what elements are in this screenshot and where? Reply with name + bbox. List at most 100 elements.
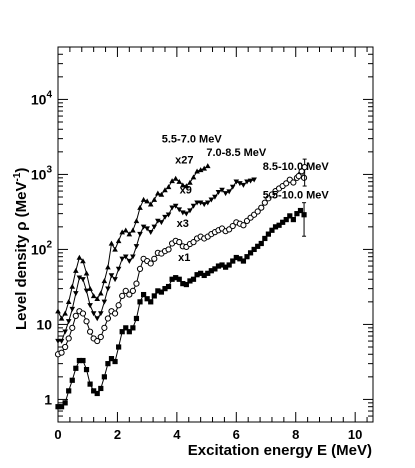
data-point <box>151 196 158 202</box>
data-point <box>169 276 175 282</box>
y-tick-label-exp: 3 <box>46 164 52 175</box>
data-point <box>187 179 193 185</box>
data-point <box>226 189 232 195</box>
data-point <box>55 404 61 410</box>
data-point <box>272 224 279 230</box>
y-tick-label-base: 10 <box>36 316 52 332</box>
series-layer <box>54 158 308 410</box>
data-point <box>283 216 289 223</box>
data-point <box>147 260 154 267</box>
data-point <box>172 175 179 181</box>
data-point <box>173 275 179 281</box>
data-point <box>137 299 143 305</box>
data-point <box>176 178 183 184</box>
data-point <box>201 272 207 279</box>
data-point <box>158 289 165 295</box>
data-point <box>94 337 101 345</box>
data-point <box>130 227 136 233</box>
data-point <box>247 250 254 256</box>
data-point <box>76 357 82 364</box>
data-point <box>66 388 72 394</box>
data-point <box>55 308 61 314</box>
data-point <box>72 312 79 319</box>
data-point <box>183 211 190 217</box>
x-tick-label: 10 <box>348 427 362 442</box>
data-point <box>290 216 296 223</box>
annotation-label: x27 <box>175 154 193 166</box>
data-point <box>65 335 72 342</box>
data-point <box>112 277 118 283</box>
data-point <box>55 338 61 344</box>
data-point <box>215 189 222 195</box>
data-point <box>80 277 86 283</box>
data-point <box>265 195 272 202</box>
data-point <box>69 306 76 312</box>
data-point <box>240 222 247 229</box>
y-tick-label-base: 10 <box>31 241 47 257</box>
data-point <box>151 255 158 262</box>
annotation-label: 8.5-10.0 MeV <box>263 161 330 173</box>
x-tick-label: 4 <box>173 427 181 442</box>
data-point <box>190 239 197 246</box>
data-point <box>122 287 129 294</box>
series-4 <box>295 158 308 187</box>
series-3 <box>55 163 211 321</box>
data-point <box>155 288 161 294</box>
data-point <box>105 361 111 367</box>
data-point <box>112 246 118 252</box>
data-point <box>119 292 126 300</box>
data-point <box>108 356 115 362</box>
data-point <box>197 167 204 173</box>
data-point <box>90 293 97 299</box>
y-axis-ticks <box>58 46 373 423</box>
data-point <box>115 302 122 309</box>
data-point <box>111 310 119 317</box>
data-point <box>280 219 286 225</box>
data-point <box>187 278 193 284</box>
data-point <box>69 324 76 331</box>
data-point <box>208 197 215 203</box>
data-point <box>176 207 183 213</box>
data-point <box>123 325 129 331</box>
data-point <box>222 191 229 197</box>
data-point <box>229 222 236 230</box>
y-tick-label-base: 1 <box>44 391 52 407</box>
data-point <box>180 182 186 188</box>
x-tick-label: 2 <box>114 427 121 442</box>
data-point <box>98 385 104 392</box>
x-tick-label: 8 <box>292 427 299 442</box>
data-point <box>83 270 90 276</box>
y-tick-label: 10 <box>36 316 52 332</box>
data-point <box>290 179 297 186</box>
data-point <box>268 191 276 198</box>
data-point <box>251 246 257 253</box>
data-point <box>295 172 302 180</box>
data-point <box>119 329 125 335</box>
data-point <box>258 240 264 247</box>
data-point <box>187 208 193 214</box>
data-point <box>147 229 154 235</box>
data-point <box>122 254 129 260</box>
data-point <box>69 377 75 383</box>
data-point <box>144 226 150 232</box>
data-point <box>133 280 140 287</box>
data-point <box>158 191 165 197</box>
data-point <box>126 258 133 264</box>
y-tick-label: 104 <box>31 89 53 107</box>
data-point <box>101 324 108 331</box>
data-point <box>80 258 86 264</box>
y-tick-label: 102 <box>31 239 53 257</box>
data-point <box>97 333 104 341</box>
data-point <box>108 273 115 279</box>
data-point <box>212 266 218 272</box>
data-point <box>62 310 68 316</box>
data-point <box>219 187 225 193</box>
data-point <box>133 244 140 250</box>
data-point <box>190 276 197 282</box>
data-point <box>101 299 108 305</box>
data-point <box>176 239 183 246</box>
data-point <box>116 344 122 350</box>
data-point <box>162 286 168 292</box>
